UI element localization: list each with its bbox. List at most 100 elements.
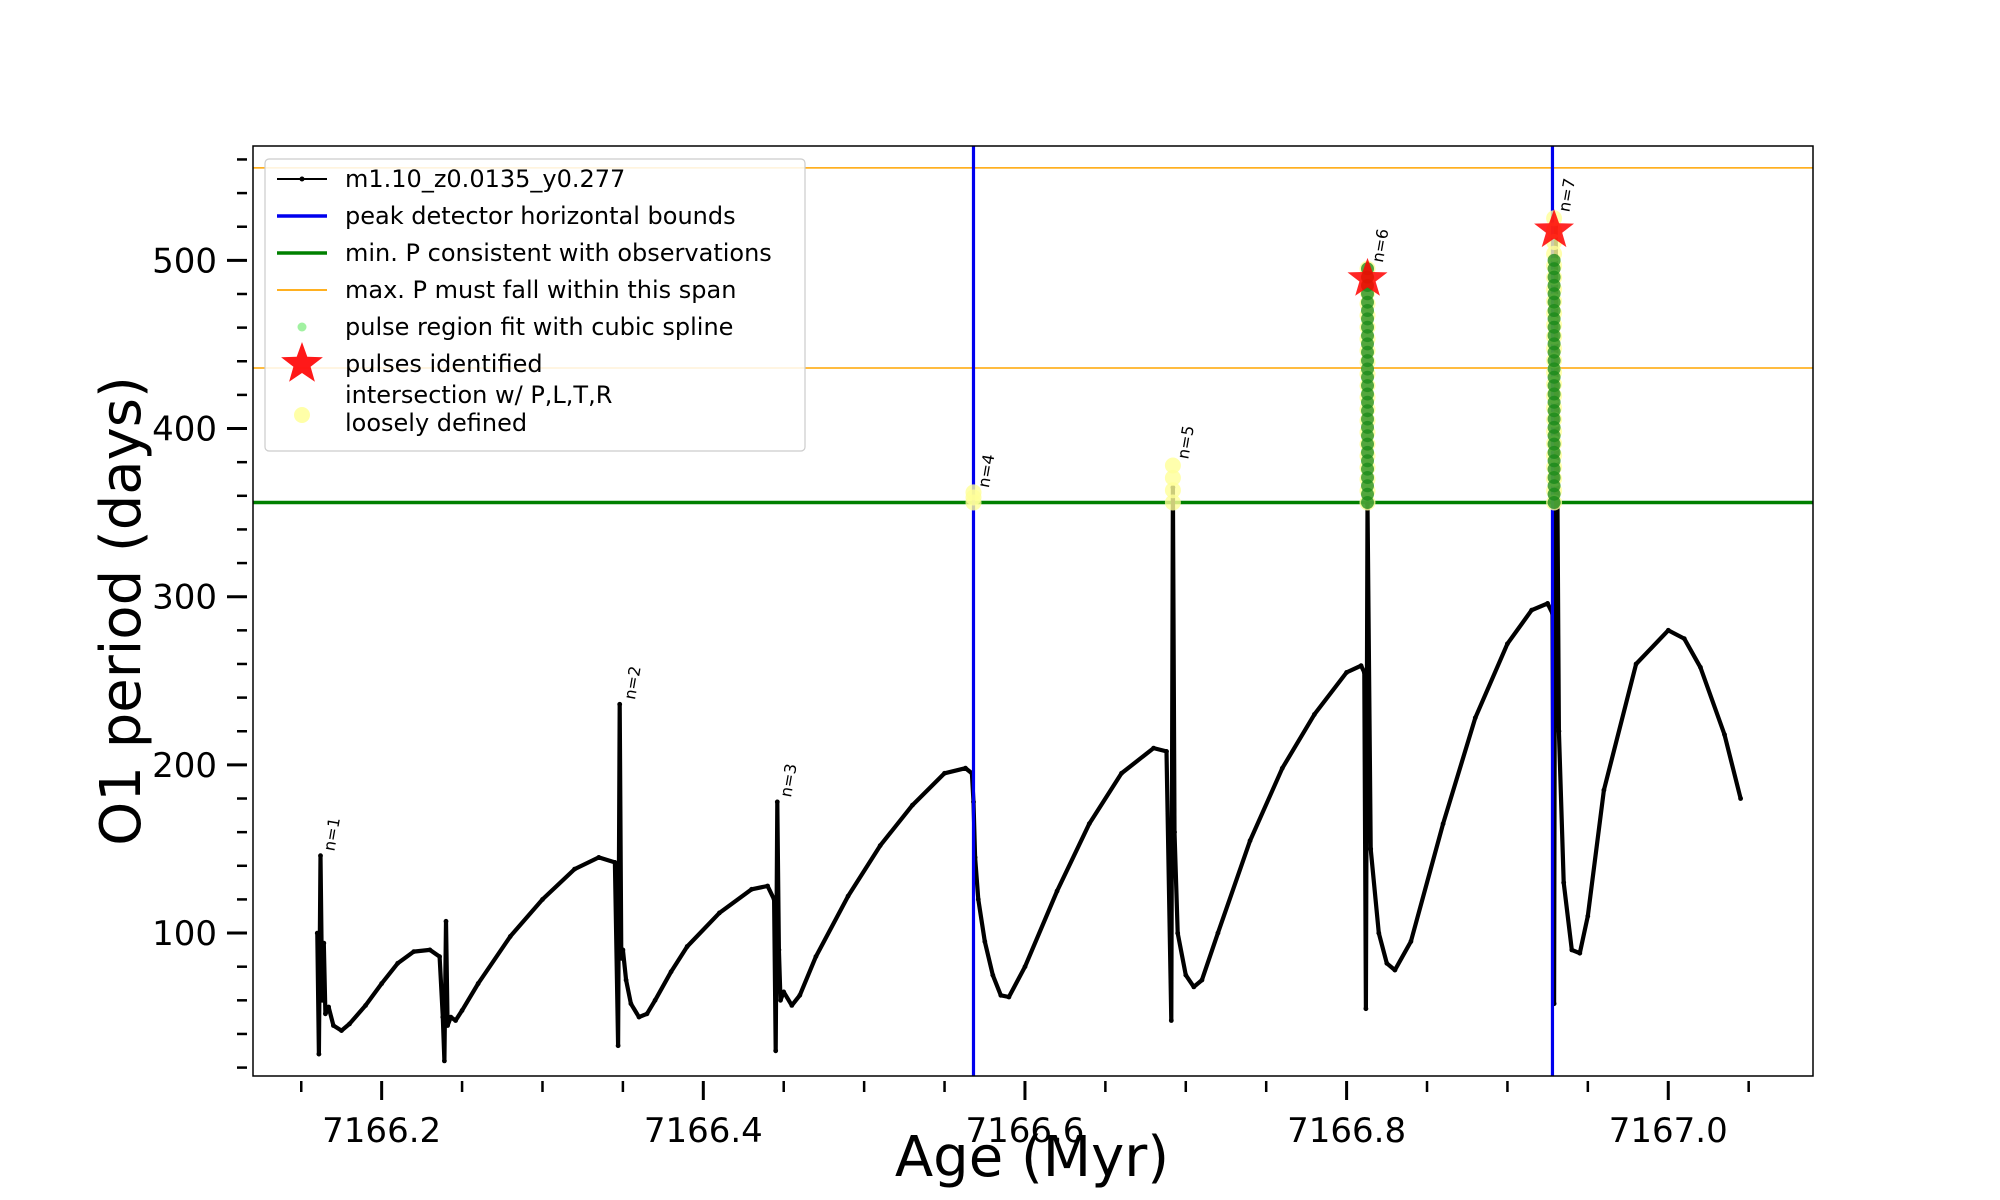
legend-label: pulses identified bbox=[345, 350, 543, 378]
series-point bbox=[1175, 930, 1181, 936]
legend-swatch bbox=[297, 322, 307, 332]
series-point bbox=[1569, 947, 1575, 953]
series-point bbox=[347, 1021, 352, 1027]
series-point bbox=[1561, 880, 1567, 885]
series-point bbox=[453, 1018, 458, 1023]
series-point bbox=[459, 1008, 465, 1013]
series-point bbox=[1440, 821, 1446, 827]
series-point bbox=[379, 981, 385, 986]
series-point bbox=[749, 886, 754, 892]
series-point bbox=[620, 947, 626, 953]
pulse-identified-star-1 bbox=[1347, 257, 1388, 296]
x-tick-label: 7166.2 bbox=[322, 1111, 441, 1151]
series-point bbox=[1151, 745, 1156, 751]
series-point bbox=[717, 910, 722, 916]
axis-tick-labels: 7166.2 7166.4 7166.6 7166.8 7167.0 100 200 300 4… bbox=[152, 241, 1728, 1151]
series-point bbox=[1633, 661, 1639, 667]
y-tick-label: 500 bbox=[152, 241, 217, 281]
series-point bbox=[1191, 984, 1197, 990]
series-point bbox=[1215, 930, 1221, 936]
series-point bbox=[789, 1003, 795, 1008]
series-point bbox=[1312, 712, 1317, 717]
series-point bbox=[1585, 913, 1591, 919]
intersection-point bbox=[1164, 457, 1181, 474]
series-point bbox=[440, 1014, 446, 1020]
legend-entry-2: peak detector horizontal bounds bbox=[277, 202, 736, 230]
series-point bbox=[507, 934, 513, 939]
series-point bbox=[1183, 972, 1189, 978]
series-point bbox=[411, 949, 417, 954]
x-tick-label: 7166.8 bbox=[1287, 1111, 1406, 1151]
legend-swatch-marker bbox=[299, 176, 305, 182]
series-point bbox=[323, 1011, 328, 1017]
series-point bbox=[1363, 1006, 1369, 1012]
legend-label: m1.10_z0.0135_y0.277 bbox=[345, 165, 625, 193]
series-point bbox=[942, 770, 947, 776]
series-point bbox=[615, 1043, 621, 1049]
series-point bbox=[1681, 636, 1687, 642]
intersection-point bbox=[1164, 469, 1181, 486]
series-point bbox=[982, 939, 988, 944]
series-point bbox=[771, 897, 777, 902]
series-point bbox=[395, 960, 401, 966]
series-point bbox=[652, 997, 658, 1003]
series-point bbox=[1601, 787, 1607, 793]
series-point bbox=[1006, 994, 1012, 1000]
series-point bbox=[1556, 728, 1562, 734]
legend-entry-1: m1.10_z0.0135_y0.277 bbox=[277, 165, 625, 193]
series-point bbox=[437, 954, 442, 959]
series-point bbox=[636, 1014, 642, 1020]
series-point bbox=[1199, 977, 1205, 983]
legend-label: min. P consistent with observations bbox=[345, 239, 772, 267]
legend-swatch bbox=[294, 407, 310, 423]
series-point bbox=[1392, 967, 1398, 973]
intersection-point bbox=[1164, 482, 1181, 499]
intersection-point bbox=[1164, 494, 1181, 511]
series-point bbox=[1119, 770, 1124, 776]
y-tick-label: 200 bbox=[152, 746, 217, 786]
series-point bbox=[1384, 960, 1390, 966]
series-point bbox=[1344, 670, 1349, 675]
series-point bbox=[813, 954, 819, 959]
series-point bbox=[1698, 664, 1703, 670]
series-point bbox=[1054, 888, 1060, 894]
series-point bbox=[1247, 838, 1253, 843]
x-tick-label: 7167.0 bbox=[1609, 1111, 1728, 1151]
series-point bbox=[1505, 641, 1510, 647]
series-point bbox=[1577, 950, 1583, 956]
series-point bbox=[774, 799, 780, 805]
series-line-1 bbox=[315, 224, 1743, 1063]
legend-label: pulse region fit with cubic spline bbox=[345, 313, 733, 341]
series-point bbox=[572, 866, 577, 872]
series-point bbox=[448, 1014, 454, 1020]
y-axis-label: O1 period (days) bbox=[89, 376, 154, 846]
legend-label-line-2: loosely defined bbox=[345, 409, 527, 437]
legend-swatch bbox=[281, 342, 323, 382]
axis-ticks bbox=[227, 158, 1750, 1100]
intersection-point bbox=[965, 484, 982, 501]
series-point bbox=[1361, 670, 1367, 675]
series-point bbox=[1738, 796, 1743, 801]
pulse-identified-star-2 bbox=[1534, 209, 1574, 248]
series-point bbox=[612, 860, 618, 865]
series-point bbox=[617, 701, 623, 707]
series-point bbox=[540, 897, 545, 902]
series-point bbox=[990, 972, 996, 978]
series-point bbox=[596, 855, 602, 860]
series-point bbox=[326, 1004, 331, 1010]
series-point bbox=[1529, 607, 1534, 613]
series-point bbox=[1358, 663, 1364, 669]
legend-entry-6: pulses identified bbox=[281, 342, 543, 382]
series-point bbox=[1472, 715, 1478, 721]
series-point bbox=[778, 997, 783, 1003]
series-point bbox=[314, 930, 320, 936]
plot-frame bbox=[252, 145, 1814, 1077]
series-point bbox=[765, 883, 770, 889]
series-point bbox=[797, 992, 803, 998]
legend-entry-4: max. P must fall within this span bbox=[277, 276, 736, 304]
series-point bbox=[427, 947, 433, 953]
series-point bbox=[1172, 829, 1177, 835]
y-tick-label: 300 bbox=[152, 578, 217, 618]
